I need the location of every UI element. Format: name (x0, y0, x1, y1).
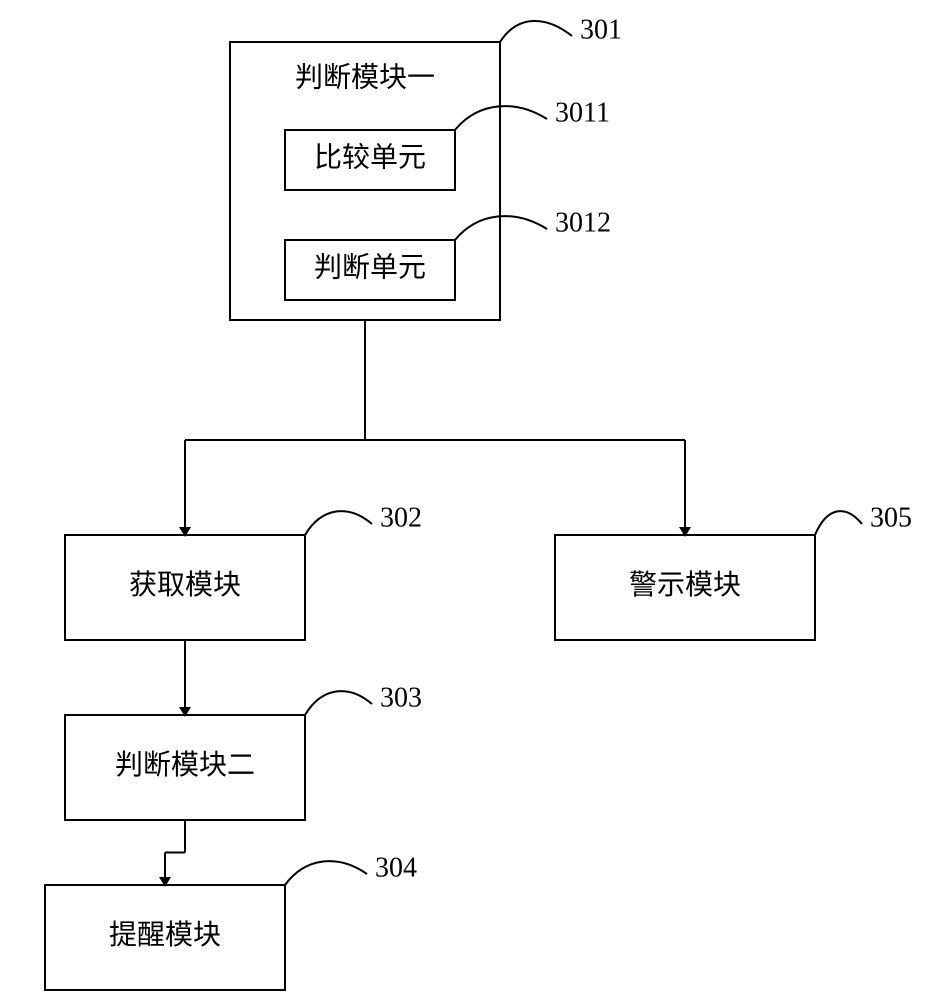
callout-leader-n302 (305, 511, 372, 535)
flowchart-diagram: 判断模块一比较单元判断单元获取模块 警示模块判断模块二提醒模块 301 3011 30… (0, 0, 939, 1000)
callout-leader-n303 (305, 691, 372, 715)
callout-label-n305: 305 (870, 502, 912, 533)
callout-leader-n301 (500, 21, 572, 42)
callout-label-n301: 301 (580, 14, 622, 45)
callout-leader-n304 (285, 861, 367, 885)
node-label-n3011: 比较单元 (314, 141, 426, 173)
node-label-n302: 获取模块 (129, 569, 241, 601)
callout-label-n303: 303 (380, 682, 422, 713)
node-label-n305: 警示模块 (629, 569, 741, 601)
callout-label-n304: 304 (375, 852, 417, 883)
callout-label-n3011: 3011 (555, 97, 610, 128)
node-label-n303: 判断模块二 (115, 749, 255, 781)
callout-label-n3012: 3012 (555, 207, 611, 238)
node-label-n304: 提醒模块 (109, 919, 221, 951)
node-label-n3012: 判断单元 (314, 251, 426, 283)
callout-label-n302: 302 (380, 502, 422, 533)
node-label-n301: 判断模块一 (295, 61, 435, 93)
callout-leader-n305 (815, 511, 862, 535)
